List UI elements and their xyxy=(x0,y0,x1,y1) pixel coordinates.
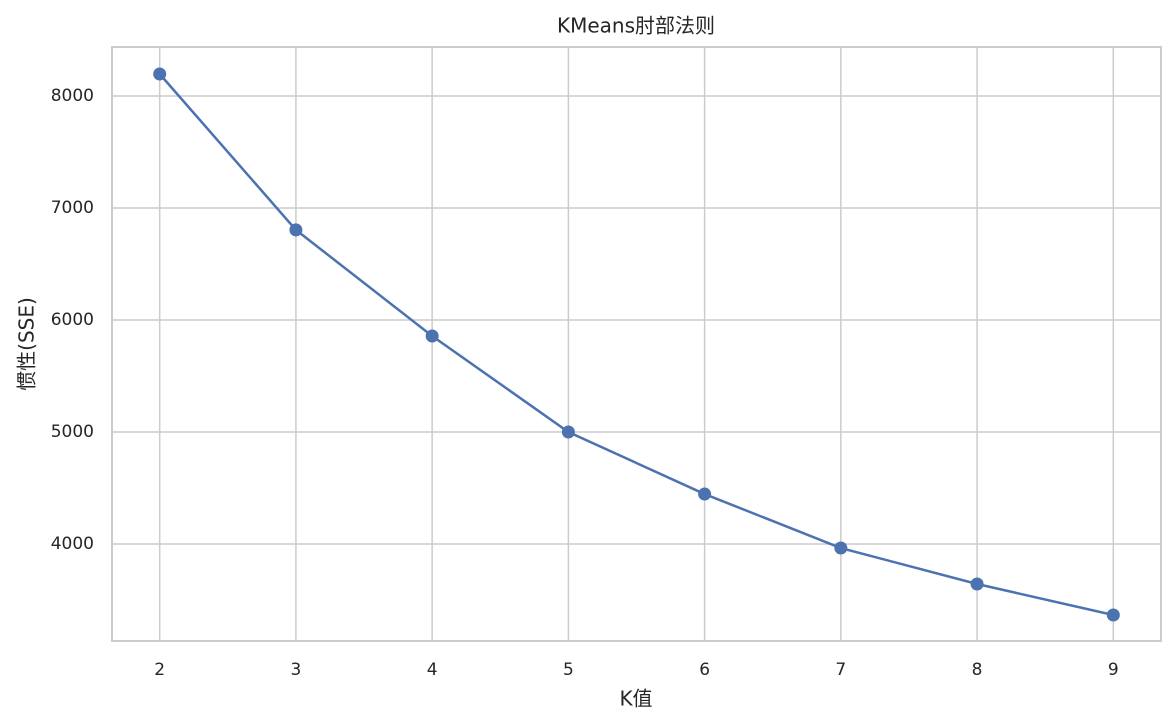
x-tick-label: 7 xyxy=(835,660,846,680)
y-axis-label: 惯性(SSE) xyxy=(15,297,39,391)
x-tick-label: 2 xyxy=(154,660,165,680)
data-point xyxy=(561,425,575,439)
data-point xyxy=(970,577,984,591)
y-tick-label: 7000 xyxy=(51,198,94,218)
y-tick-label: 5000 xyxy=(51,422,94,442)
data-line xyxy=(158,73,1114,617)
data-point xyxy=(289,223,303,237)
x-tick-label: 4 xyxy=(427,660,438,680)
y-tick-label: 8000 xyxy=(51,86,94,106)
x-tick-label: 5 xyxy=(563,660,574,680)
x-tick-label: 6 xyxy=(699,660,710,680)
chart-title: KMeans肘部法则 xyxy=(557,14,715,38)
y-tick-label: 6000 xyxy=(51,310,94,330)
data-point xyxy=(698,487,712,501)
x-axis-label: K值 xyxy=(619,687,652,711)
x-tick-label: 3 xyxy=(291,660,302,680)
data-point xyxy=(425,329,439,343)
x-tick-label: 9 xyxy=(1108,660,1119,680)
data-point xyxy=(834,541,848,555)
x-tick-label: 8 xyxy=(972,660,983,680)
plot-frame xyxy=(111,46,1162,642)
data-point xyxy=(153,67,167,81)
y-tick-label: 4000 xyxy=(51,534,94,554)
data-point xyxy=(1106,608,1120,622)
